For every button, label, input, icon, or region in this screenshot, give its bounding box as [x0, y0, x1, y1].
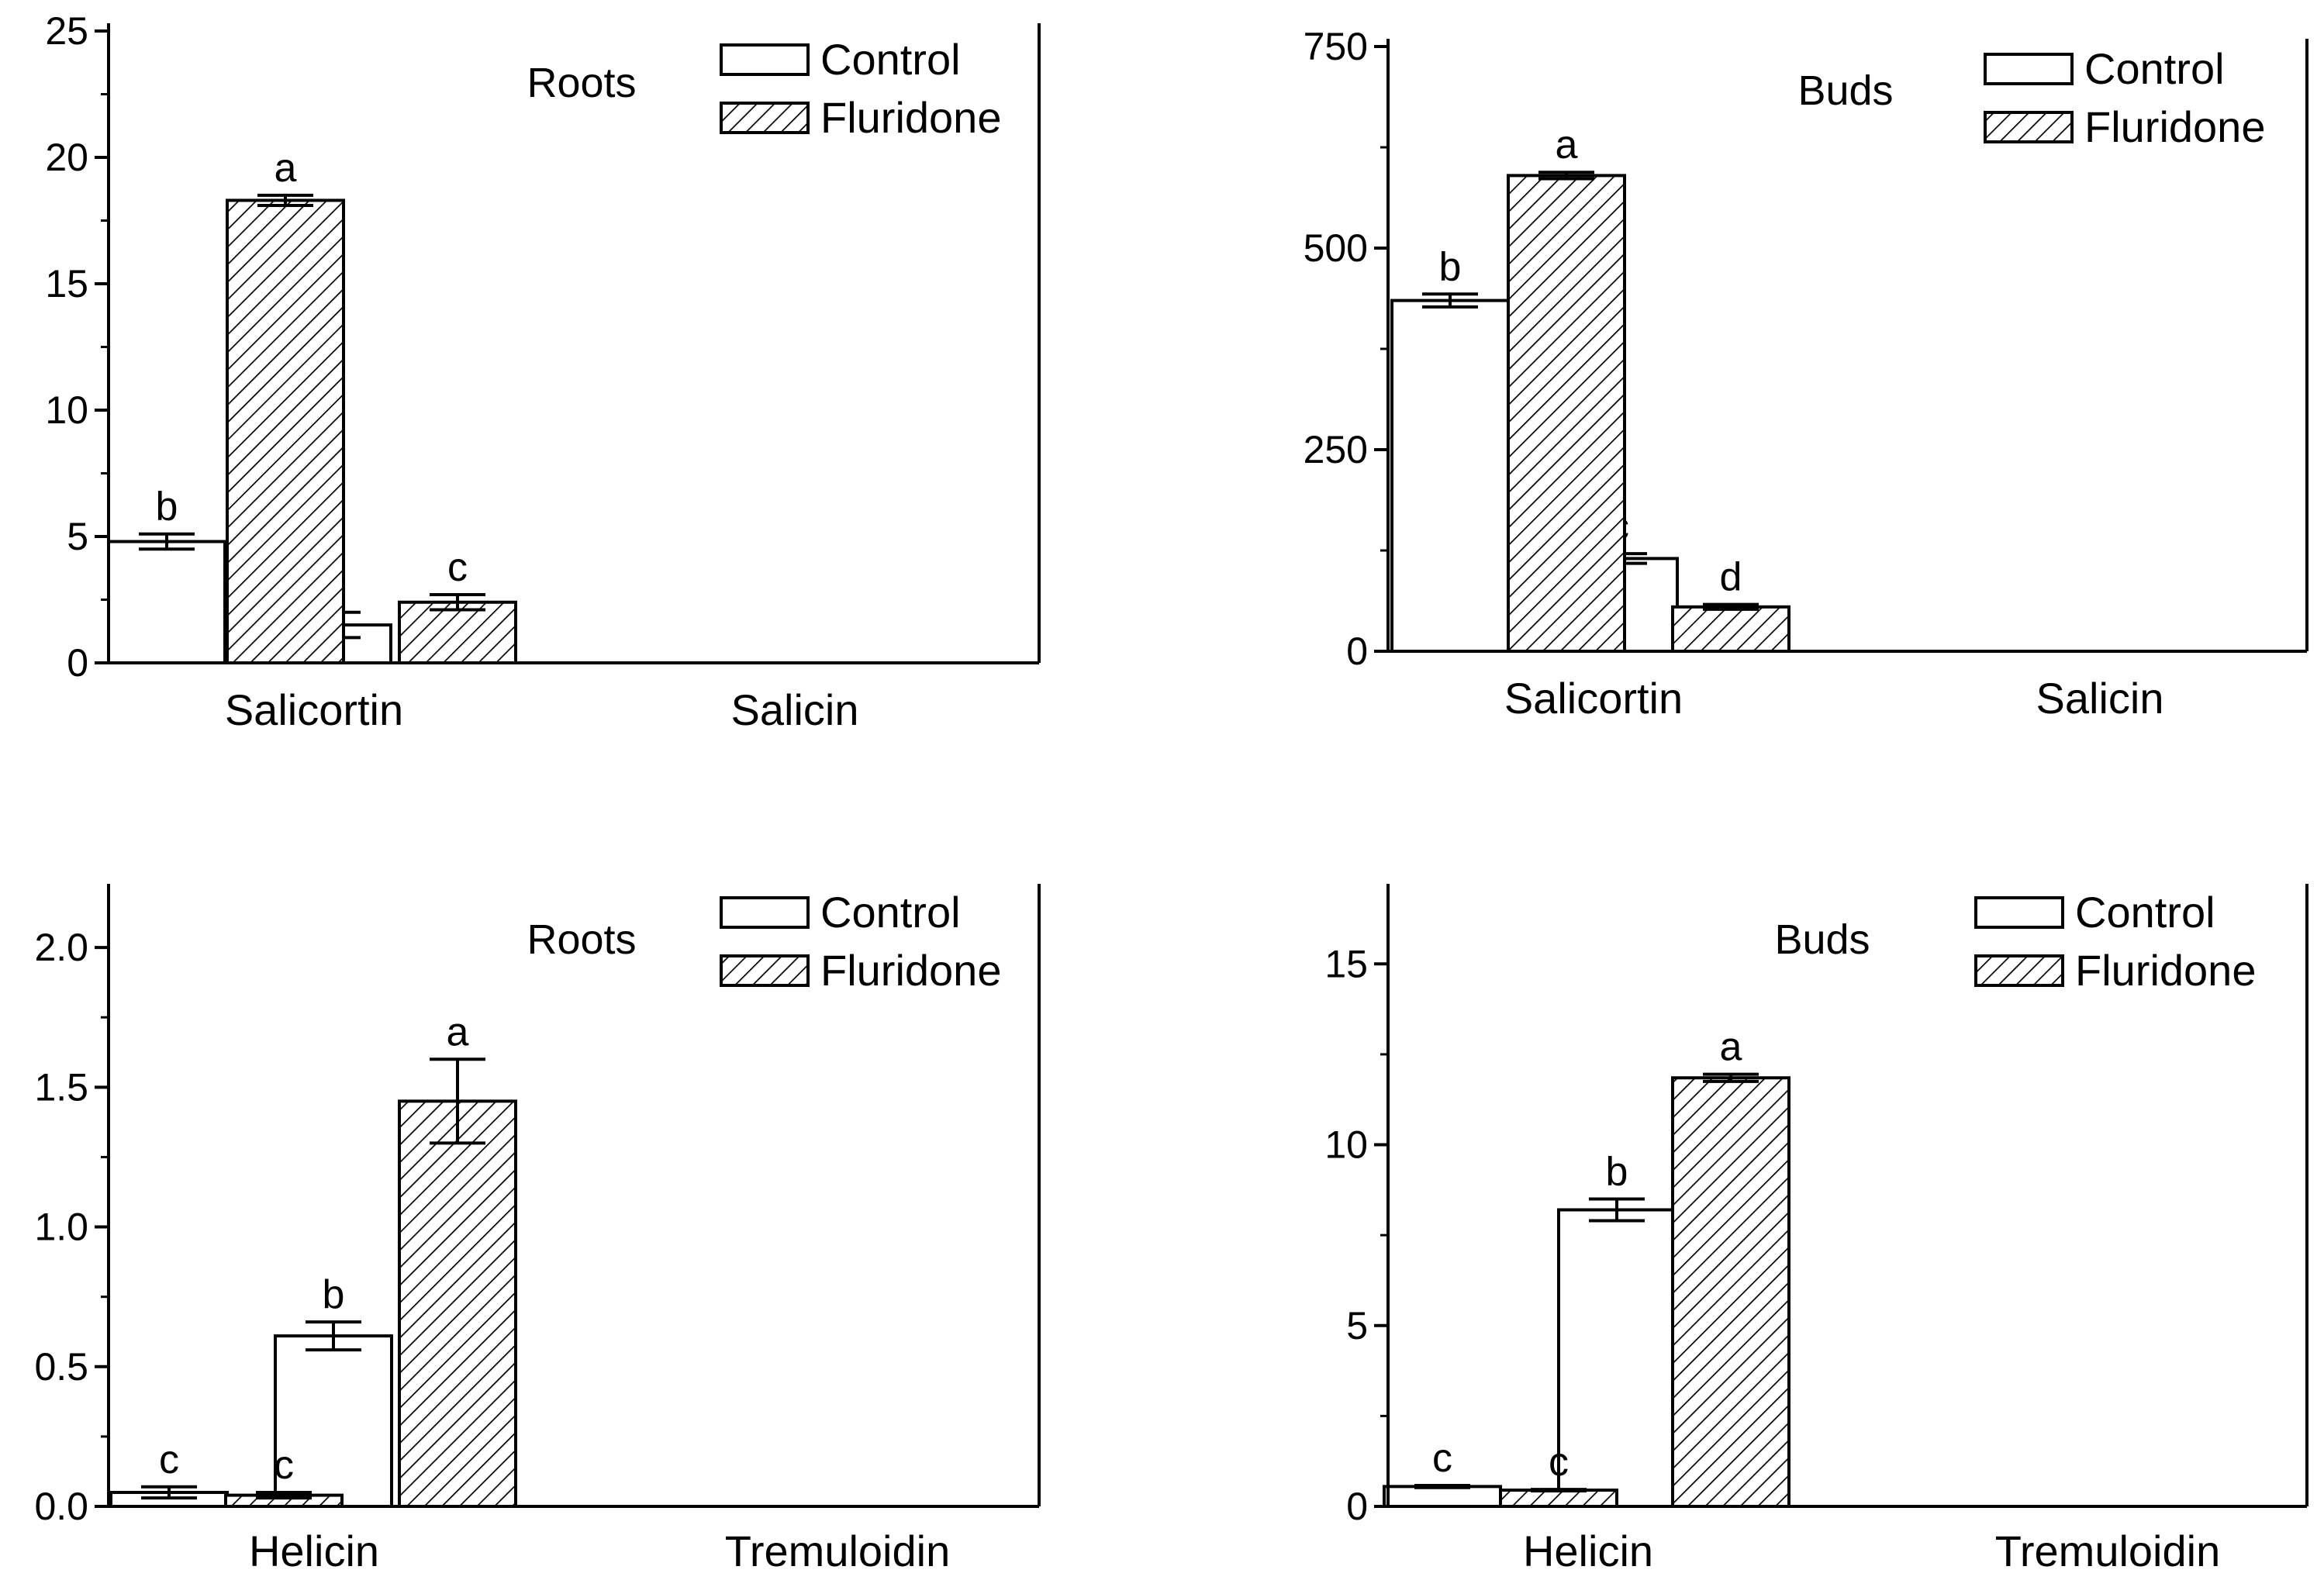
legend-swatch-hatched: [1984, 111, 2074, 143]
significance-label: d: [1720, 555, 1742, 600]
y-tick-label: 0: [1346, 630, 1368, 673]
category-label: Salicin: [2036, 674, 2164, 723]
significance-label: b: [156, 485, 178, 530]
significance-label: a: [275, 146, 297, 191]
y-tick-label: 0: [1346, 1485, 1368, 1528]
legend-swatch-hatched: [720, 954, 810, 987]
significance-label: c: [447, 545, 468, 590]
significance-label: c: [1549, 1440, 1569, 1485]
bar-open: [1557, 1208, 1677, 1509]
significance-label: a: [1720, 1025, 1742, 1070]
legend-swatch-open: [720, 896, 810, 929]
y-tick-label: 25: [45, 9, 88, 53]
legend-swatch-open: [720, 43, 810, 76]
significance-label: b: [1606, 1150, 1628, 1195]
chart-panel-4: c b c a 0 5 10 15 Helicin Tremuloidin Buds Control F…: [1324, 884, 2308, 1575]
category-label: Salicin: [731, 685, 859, 734]
significance-label: b: [323, 1272, 345, 1317]
y-tick-label: 1.0: [34, 1206, 88, 1249]
legend-label: Fluridone: [820, 93, 1001, 142]
y-tick-label: 750: [1304, 25, 1368, 68]
y-tick-label: 15: [1324, 942, 1368, 985]
bar-hatched: [1499, 1489, 1618, 1508]
legend-swatch-hatched: [1974, 954, 2064, 987]
bar-open: [1390, 298, 1510, 653]
panel-label: Buds: [1797, 67, 1893, 114]
legend-label: Fluridone: [2084, 102, 2265, 151]
significance-label: c: [1432, 1436, 1452, 1481]
chart-panel-2: bcad0250500750SalicortinSalicinBudsContr…: [1304, 25, 2308, 723]
significance-label: a: [1556, 122, 1578, 167]
category-label: Tremuloidin: [1995, 1527, 2220, 1575]
chart-panel-3: c b c a 0.0 0.5 1.0 1.5 2.0 Helicin Tremuloidin Roo…: [34, 884, 1041, 1575]
category-label: Helicin: [249, 1527, 379, 1575]
category-label: Tremuloidin: [725, 1527, 950, 1575]
y-tick-label: 15: [45, 262, 88, 305]
y-tick-label: 1.5: [34, 1065, 88, 1109]
panel-label: Buds: [1774, 916, 1870, 963]
panel-label: Roots: [527, 60, 636, 106]
category-label: Helicin: [1523, 1527, 1653, 1575]
legend-label: Control: [820, 35, 961, 84]
legend-label: Control: [820, 888, 961, 937]
y-tick-label: 5: [1346, 1304, 1368, 1347]
legend-swatch-hatched: [720, 102, 810, 134]
legend-label: Fluridone: [820, 946, 1001, 995]
panel-label: Roots: [527, 916, 636, 963]
bar-hatched: [1507, 174, 1626, 653]
bar-hatched: [226, 198, 345, 665]
y-tick-label: 2.0: [34, 926, 88, 969]
bar-hatched: [1671, 605, 1790, 653]
bar-hatched: [398, 1099, 517, 1509]
y-tick-label: 5: [67, 515, 88, 558]
legend-swatch-open: [1974, 896, 2064, 929]
significance-label: c: [159, 1437, 179, 1482]
y-tick-label: 500: [1304, 226, 1368, 270]
y-tick-label: 0.5: [34, 1345, 88, 1389]
bar-hatched: [1671, 1076, 1790, 1508]
y-tick-label: 250: [1304, 428, 1368, 471]
legend-swatch-open: [1984, 53, 2074, 85]
y-tick-label: 0: [67, 641, 88, 685]
category-label: Salicortin: [1504, 674, 1683, 723]
y-tick-label: 10: [1324, 1123, 1368, 1167]
legend-label: Control: [2075, 888, 2215, 937]
significance-label: b: [1439, 244, 1462, 289]
bar-open: [107, 540, 226, 665]
y-tick-label: 10: [45, 388, 88, 432]
chart-panel-1: bcac0510152025SalicortinSalicinRootsCont…: [45, 9, 1041, 734]
bar-open: [1383, 1485, 1502, 1508]
legend-label: Fluridone: [2075, 946, 2256, 995]
y-tick-label: 20: [45, 136, 88, 179]
significance-label: c: [274, 1443, 294, 1488]
y-tick-label: 0.0: [34, 1485, 88, 1528]
category-label: Salicortin: [225, 685, 403, 734]
legend-label: Control: [2084, 44, 2225, 93]
significance-label: a: [447, 1009, 469, 1054]
